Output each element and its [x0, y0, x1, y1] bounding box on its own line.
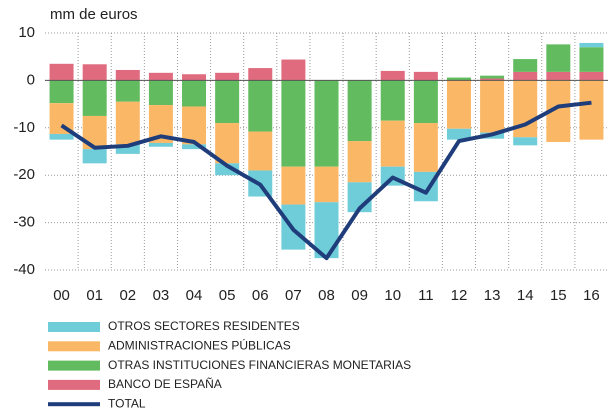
- x-tick-label: 13: [484, 287, 501, 304]
- bar-segment: [182, 74, 207, 81]
- y-tick-label: -40: [13, 261, 35, 278]
- x-tick-label: 06: [252, 287, 269, 304]
- y-tick-label: 0: [27, 71, 35, 88]
- x-tick-label: 16: [583, 287, 600, 304]
- bar-segment: [49, 63, 74, 81]
- x-tick-label: 12: [451, 287, 468, 304]
- bar-segment: [115, 80, 140, 102]
- bar-segment: [215, 163, 240, 176]
- bar-segment: [579, 42, 604, 48]
- x-tick-label: 11: [418, 287, 434, 304]
- bar-segment: [281, 59, 306, 81]
- bar-segment: [49, 80, 74, 104]
- bar-segment: [215, 123, 240, 164]
- bar-segment: [82, 149, 107, 164]
- legend-swatch: [48, 322, 100, 332]
- bar-segment: [413, 80, 438, 124]
- y-tick-label: 10: [18, 24, 35, 41]
- bar-segment: [115, 101, 140, 145]
- x-tick-label: 05: [219, 287, 236, 304]
- bar-segment: [513, 71, 538, 81]
- y-tick-label: -10: [13, 119, 35, 136]
- bar-segment: [546, 71, 571, 81]
- bar-segment: [314, 166, 339, 203]
- bar-segment: [82, 64, 107, 81]
- bar-segment: [347, 141, 372, 183]
- axis-unit: mm de euros: [50, 6, 138, 23]
- bar-segment: [413, 71, 438, 81]
- bar-segment: [380, 70, 405, 81]
- bar-segment: [380, 120, 405, 167]
- x-tick-label: 07: [285, 287, 302, 304]
- x-tick-label: 08: [318, 287, 335, 304]
- bar-segment: [513, 137, 538, 146]
- bar-segment: [182, 80, 207, 107]
- bar-segment: [215, 72, 240, 81]
- x-tick-label: 15: [550, 287, 567, 304]
- x-tick-label: 04: [186, 287, 203, 304]
- x-tick-label: 02: [119, 287, 136, 304]
- x-tick-label: 09: [351, 287, 368, 304]
- bar-segment: [446, 80, 471, 129]
- legend-swatch: [48, 379, 100, 390]
- bar-segment: [546, 44, 571, 72]
- x-tick-label: 14: [517, 287, 534, 304]
- x-tick-label: 00: [53, 287, 70, 304]
- bar-segment: [182, 144, 207, 150]
- bar-segment: [182, 106, 207, 145]
- legend-label: OTRAS INSTITUCIONES FINANCIERAS MONETARI…: [108, 358, 411, 372]
- bar-segment: [115, 69, 140, 81]
- bar-segment: [446, 77, 471, 81]
- bar-segment: [49, 133, 74, 140]
- legend-swatch: [48, 402, 100, 407]
- legend-label: TOTAL: [108, 396, 146, 410]
- legend-label: ADMINISTRACIONES PÚBLICAS: [108, 337, 291, 352]
- bar-segment: [347, 80, 372, 142]
- total-line: [60, 100, 592, 261]
- y-tick-label: -20: [13, 166, 35, 183]
- bar-segment: [248, 68, 273, 81]
- bar-segment: [480, 78, 505, 81]
- bar-segment: [248, 80, 273, 132]
- legend-label: OTROS SECTORES RESIDENTES: [108, 319, 300, 333]
- y-tick-label: -30: [13, 214, 35, 231]
- bar-segment: [579, 80, 604, 140]
- bar-segment: [148, 72, 173, 81]
- x-tick-label: 10: [384, 287, 401, 304]
- bar-segment: [579, 47, 604, 72]
- bar-segment: [380, 80, 405, 121]
- bar-segment: [248, 131, 273, 171]
- legend-swatch: [48, 341, 100, 352]
- bar-segment: [413, 123, 438, 172]
- legend-label: BANCO DE ESPAÑA: [108, 377, 222, 391]
- bar-segment: [82, 80, 107, 116]
- bar-segment: [480, 75, 505, 79]
- bar-segment: [513, 59, 538, 72]
- bar-segment: [446, 128, 471, 140]
- bar-segment: [148, 80, 173, 106]
- bar-segment: [314, 80, 339, 167]
- bar-segment: [215, 80, 240, 124]
- bar-segment: [480, 80, 505, 133]
- legend-swatch: [48, 360, 100, 371]
- bar-segment: [281, 80, 306, 167]
- bar-segment: [579, 71, 604, 81]
- bar-segment: [281, 166, 306, 205]
- x-tick-label: 01: [86, 287, 103, 304]
- x-tick-label: 03: [153, 287, 170, 304]
- bar-segment: [115, 144, 140, 154]
- bar-segment: [148, 142, 173, 147]
